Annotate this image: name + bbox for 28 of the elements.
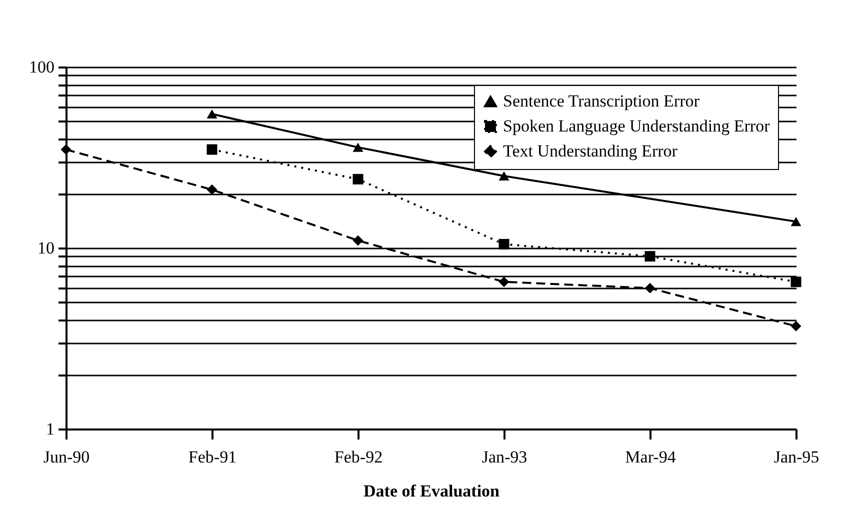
y-tick-label: 100 bbox=[29, 58, 54, 76]
x-axis-title: Date of Evaluation bbox=[364, 482, 500, 500]
legend-label: Spoken Language Understanding Error bbox=[503, 116, 770, 136]
x-tick-label: Jan-93 bbox=[482, 448, 528, 466]
point bbox=[790, 320, 802, 332]
legend-label: Sentence Transcription Error bbox=[503, 92, 700, 110]
point bbox=[498, 238, 510, 250]
point bbox=[644, 282, 656, 294]
point bbox=[498, 276, 510, 288]
x-tick-label: Jan-95 bbox=[774, 448, 820, 466]
legend-label: Text Understanding Error bbox=[503, 142, 678, 160]
point bbox=[498, 171, 510, 181]
point bbox=[206, 184, 218, 195]
point bbox=[352, 235, 364, 246]
point bbox=[644, 251, 656, 262]
point bbox=[352, 174, 364, 184]
point bbox=[790, 276, 802, 288]
point bbox=[352, 142, 364, 152]
point bbox=[206, 144, 218, 155]
point bbox=[60, 144, 72, 155]
x-tick-label: Jun-90 bbox=[43, 448, 90, 466]
y-tick-label: 1 bbox=[46, 420, 54, 438]
point bbox=[790, 217, 802, 226]
y-tick-label: 10 bbox=[38, 238, 54, 258]
point bbox=[206, 109, 218, 119]
x-tick-label: Mar-94 bbox=[625, 448, 676, 466]
x-tick-label: Feb-91 bbox=[188, 448, 237, 466]
x-tick-label: Feb-92 bbox=[334, 448, 383, 466]
